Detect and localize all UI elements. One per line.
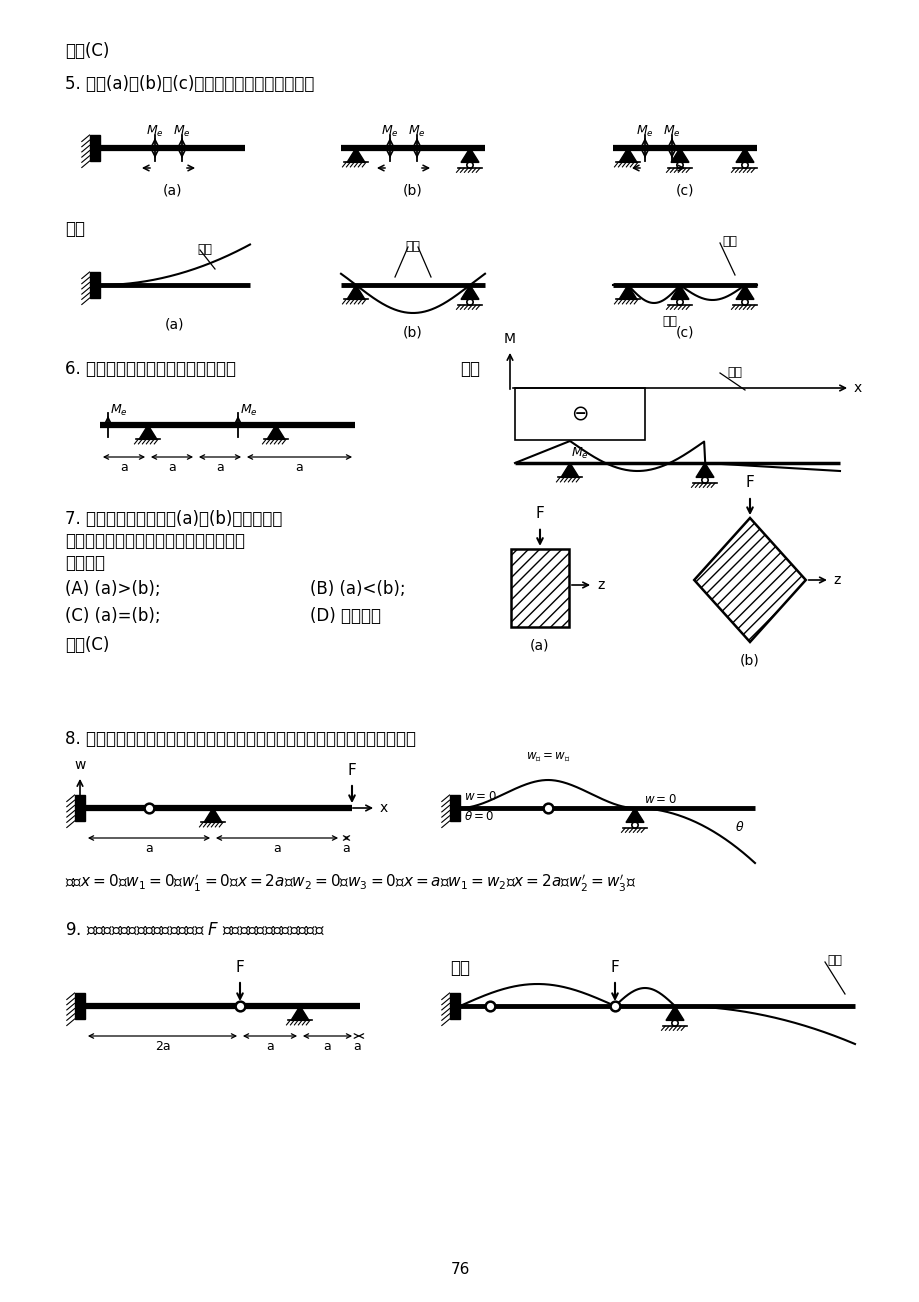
- Polygon shape: [460, 148, 479, 163]
- Polygon shape: [346, 148, 365, 163]
- Text: (c): (c): [675, 326, 694, 339]
- Polygon shape: [460, 285, 479, 299]
- Text: (A) (a)>(b);: (A) (a)>(b);: [65, 579, 161, 598]
- Text: $M_e$: $M_e$: [635, 124, 653, 139]
- Text: 置，则两者间的弯曲刚度关系为下列中的: 置，则两者间的弯曲刚度关系为下列中的: [65, 533, 244, 549]
- Text: a: a: [273, 842, 280, 855]
- Polygon shape: [74, 796, 85, 822]
- Text: (a): (a): [165, 316, 185, 331]
- Text: $M_e$: $M_e$: [240, 404, 257, 418]
- Text: (b): (b): [403, 184, 423, 197]
- Text: M: M: [504, 332, 516, 346]
- Text: 76: 76: [449, 1262, 470, 1277]
- Polygon shape: [74, 993, 85, 1019]
- Polygon shape: [267, 424, 285, 439]
- Text: 6. 试画出图示梁的挠曲线大致形状。: 6. 试画出图示梁的挠曲线大致形状。: [65, 359, 236, 378]
- Text: $\theta=0$: $\theta=0$: [463, 810, 494, 823]
- Text: F: F: [744, 475, 754, 490]
- Polygon shape: [449, 993, 460, 1019]
- Text: x: x: [380, 801, 388, 815]
- Text: a: a: [342, 842, 350, 855]
- Text: a: a: [353, 1040, 361, 1053]
- Polygon shape: [290, 1006, 309, 1021]
- Bar: [515, 388, 644, 440]
- Text: 直线: 直线: [727, 366, 742, 379]
- Text: 答：(C): 答：(C): [65, 635, 109, 654]
- Text: (b): (b): [739, 654, 759, 668]
- Text: (c): (c): [675, 184, 694, 197]
- Polygon shape: [89, 135, 100, 161]
- Text: z: z: [833, 573, 840, 587]
- Text: F: F: [347, 763, 356, 779]
- Text: a: a: [266, 1040, 274, 1053]
- Text: z: z: [596, 578, 604, 592]
- Text: $M_e$: $M_e$: [173, 124, 190, 139]
- Text: a: a: [323, 1040, 331, 1053]
- Text: 直线: 直线: [662, 315, 676, 328]
- Text: (D) 不一定。: (D) 不一定。: [310, 607, 380, 625]
- Text: 答：: 答：: [449, 960, 470, 976]
- Text: 答：: 答：: [65, 220, 85, 238]
- Text: $w_{左}=w_{右}$: $w_{左}=w_{右}$: [526, 750, 570, 763]
- Polygon shape: [618, 285, 636, 299]
- Text: ⊖: ⊖: [571, 404, 588, 424]
- Polygon shape: [561, 464, 578, 478]
- Text: 答：: 答：: [460, 359, 480, 378]
- Text: $M_e$: $M_e$: [380, 124, 399, 139]
- Text: $M_e$: $M_e$: [663, 124, 680, 139]
- Polygon shape: [346, 285, 365, 299]
- Polygon shape: [618, 148, 636, 163]
- Text: a: a: [168, 461, 176, 474]
- Text: (a): (a): [529, 639, 550, 652]
- Polygon shape: [670, 148, 688, 163]
- Text: 直线: 直线: [721, 234, 737, 247]
- Text: 9. 试画出图示静定组合梁在集中力 $F$ 作用下挠曲线的大致形状。: 9. 试画出图示静定组合梁在集中力 $F$ 作用下挠曲线的大致形状。: [65, 921, 324, 939]
- Text: a: a: [145, 842, 153, 855]
- Text: 直线: 直线: [405, 240, 420, 253]
- Text: F: F: [235, 960, 244, 975]
- Polygon shape: [139, 424, 157, 439]
- Polygon shape: [735, 148, 754, 163]
- Text: 8. 试写出图示等截面梁的位移边界条件，并定性地画出梁的挠曲线大致形状。: 8. 试写出图示等截面梁的位移边界条件，并定性地画出梁的挠曲线大致形状。: [65, 730, 415, 749]
- Text: 7. 正方形截面梁分别按(a)、(b)两种形式放: 7. 正方形截面梁分别按(a)、(b)两种形式放: [65, 510, 282, 529]
- Polygon shape: [625, 809, 643, 823]
- Text: F: F: [535, 505, 544, 521]
- Text: 直线: 直线: [198, 243, 212, 256]
- Polygon shape: [670, 285, 688, 299]
- Polygon shape: [735, 285, 754, 299]
- Text: (C) (a)=(b);: (C) (a)=(b);: [65, 607, 161, 625]
- Text: $M_e$: $M_e$: [408, 124, 425, 139]
- Text: $M_e$: $M_e$: [110, 404, 128, 418]
- Text: $w=0$: $w=0$: [463, 790, 496, 803]
- Polygon shape: [696, 464, 713, 478]
- Text: $M_e$: $M_e$: [146, 124, 164, 139]
- Text: (b): (b): [403, 326, 423, 339]
- Text: a: a: [216, 461, 223, 474]
- Bar: [510, 549, 568, 626]
- Text: (B) (a)<(b);: (B) (a)<(b);: [310, 579, 405, 598]
- Text: F: F: [610, 960, 618, 975]
- Text: 哪一种：: 哪一种：: [65, 553, 105, 572]
- Text: (a): (a): [163, 184, 182, 197]
- Text: $w=0$: $w=0$: [643, 793, 675, 806]
- Text: 2a: 2a: [154, 1040, 170, 1053]
- Text: a: a: [295, 461, 303, 474]
- Text: 答：(C): 答：(C): [65, 42, 109, 60]
- Text: x: x: [853, 381, 861, 395]
- Text: 5. 画出(a)、(b)、(c)三种梁的挠曲线大致形状。: 5. 画出(a)、(b)、(c)三种梁的挠曲线大致形状。: [65, 76, 314, 92]
- Text: a: a: [120, 461, 128, 474]
- Polygon shape: [89, 272, 100, 298]
- Text: $\theta$: $\theta$: [734, 820, 743, 835]
- Text: 答：$x=0$，$w_1=0$，$w_1^{\prime}=0$；$x=2a$，$w_2=0$，$w_3=0$；$x=a$，$w_1=w_2$；$x=2a$，$: 答：$x=0$，$w_1=0$，$w_1^{\prime}=0$；$x=2a$，…: [65, 874, 635, 894]
- Text: w: w: [74, 758, 85, 772]
- Polygon shape: [449, 796, 460, 822]
- Polygon shape: [665, 1006, 683, 1021]
- Text: $M_e$: $M_e$: [571, 447, 588, 461]
- Polygon shape: [204, 809, 221, 823]
- Text: 直线: 直线: [826, 954, 842, 967]
